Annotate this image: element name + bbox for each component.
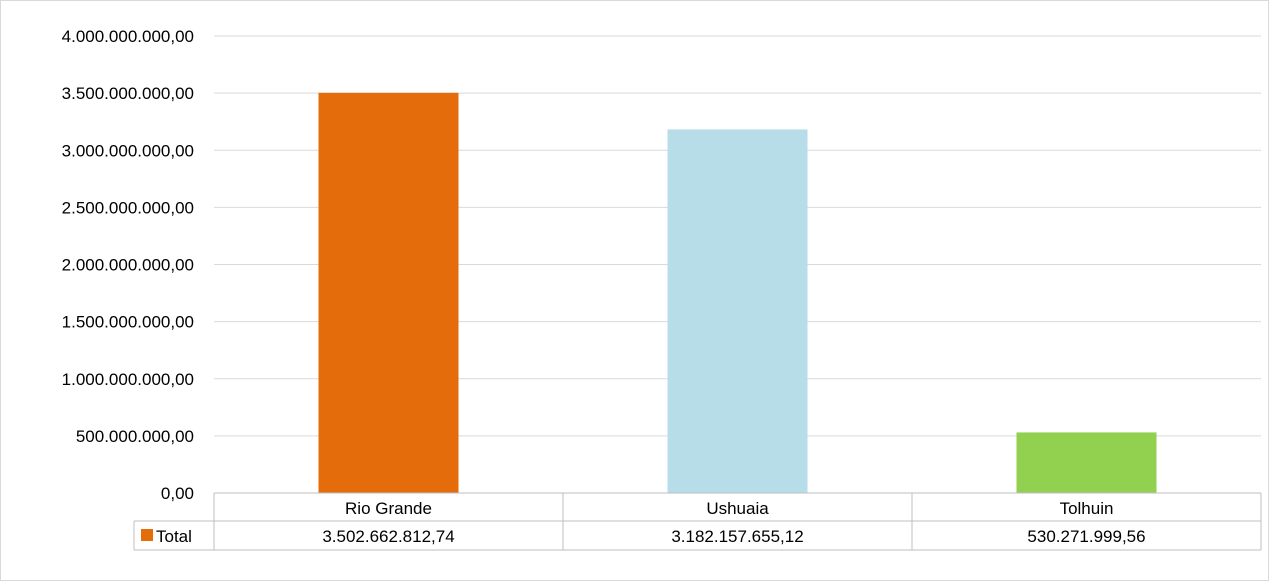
y-tick-label: 0,00 <box>161 484 194 503</box>
y-tick-label: 2.000.000.000,00 <box>62 256 194 275</box>
y-tick-label: 1.500.000.000,00 <box>62 313 194 332</box>
bar-ushuaia <box>667 129 808 494</box>
y-tick-label: 500.000.000,00 <box>76 427 194 446</box>
data-label: 3.502.662.812,74 <box>322 527 454 546</box>
y-tick-label: 4.000.000.000,00 <box>62 27 194 46</box>
y-tick-label: 1.000.000.000,00 <box>62 370 194 389</box>
y-tick-label: 3.500.000.000,00 <box>62 84 194 103</box>
category-label: Tolhuin <box>1060 499 1114 518</box>
data-table: Rio Grande 3.502.662.812,74 Ushuaia 3.182.1… <box>133 492 1262 551</box>
data-label: 530.271.999,56 <box>1027 527 1145 546</box>
category-label: Rio Grande <box>345 499 432 518</box>
legend-label: Total <box>156 527 192 546</box>
bars <box>318 92 1157 494</box>
y-tick-label: 2.500.000.000,00 <box>62 198 194 217</box>
y-axis-tick-labels: 0,00 500.000.000,00 1.000.000.000,00 1.500.… <box>62 27 194 503</box>
y-tick-label: 3.000.000.000,00 <box>62 141 194 160</box>
category-label: Ushuaia <box>706 499 769 518</box>
bar-rio-grande <box>318 92 459 493</box>
data-label: 3.182.157.655,12 <box>671 527 803 546</box>
legend-swatch <box>141 529 153 541</box>
bar-tolhuin <box>1016 432 1157 493</box>
